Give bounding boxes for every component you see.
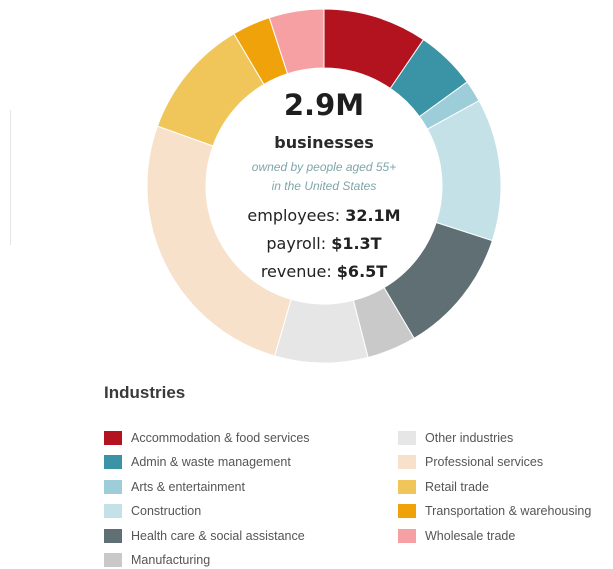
legend-item: Retail trade	[398, 478, 489, 495]
donut-chart: 2.9M businesses owned by people aged 55+…	[146, 8, 502, 364]
legend-swatch	[398, 430, 416, 445]
slice-wholesale-trade	[268, 8, 325, 75]
legend-item: Other industries	[398, 429, 513, 446]
legend-swatch	[104, 504, 122, 518]
legend-item: Professional services	[398, 454, 543, 471]
center-unit: businesses	[274, 133, 374, 152]
center-stats: employees: 32.1M payroll: $1.3T revenue: $…	[247, 206, 400, 281]
donut-slices	[146, 8, 502, 364]
legend-label: Professional services	[425, 455, 544, 469]
legend-item: Transportation & warehousing	[398, 503, 591, 520]
legend-swatch	[398, 504, 416, 518]
legend-label: Arts & entertainment	[131, 479, 245, 494]
legend-label: Health care & social assistance	[131, 528, 305, 543]
center-subtitle-line2: in the United States	[272, 179, 377, 193]
legend-label: Admin & waste management	[131, 455, 291, 469]
legend-item: Arts & entertainment	[104, 478, 245, 495]
legend-label: Construction	[131, 504, 202, 518]
divider-line	[10, 110, 11, 245]
legend-swatch	[104, 479, 122, 494]
legend-swatch	[398, 479, 416, 494]
legend-swatch	[398, 528, 416, 543]
center-value: 2.9M	[284, 88, 364, 122]
legend-item: Admin & waste management	[104, 454, 291, 471]
legend-label: Retail trade	[425, 479, 489, 494]
legend-swatch	[104, 455, 122, 469]
legend-swatch	[104, 430, 122, 445]
legend-label: Other industries	[425, 430, 514, 445]
legend-swatch	[104, 553, 122, 567]
legend-swatch	[398, 455, 416, 469]
legend-label: Wholesale trade	[425, 528, 516, 543]
legend-label: Accommodation & food services	[131, 430, 310, 445]
legend-item: Accommodation & food services	[104, 429, 310, 446]
legend-swatch	[104, 528, 122, 543]
stat-employees: employees: 32.1M	[247, 206, 400, 225]
stat-payroll: payroll: $1.3T	[266, 234, 381, 253]
legend-title: Industries	[104, 383, 186, 402]
legend-label: Transportation & warehousing	[425, 504, 592, 518]
center-subtitle-line1: owned by people aged 55+	[252, 160, 396, 174]
legend-item: Wholesale trade	[398, 527, 515, 544]
legend-item: Construction	[104, 503, 201, 520]
legend-item: Health care & social assistance	[104, 527, 305, 544]
stat-revenue: revenue: $6.5T	[261, 262, 387, 281]
legend-item: Manufacturing	[104, 552, 210, 569]
legend-label: Manufacturing	[131, 553, 211, 567]
slice-professional-services	[146, 125, 292, 357]
